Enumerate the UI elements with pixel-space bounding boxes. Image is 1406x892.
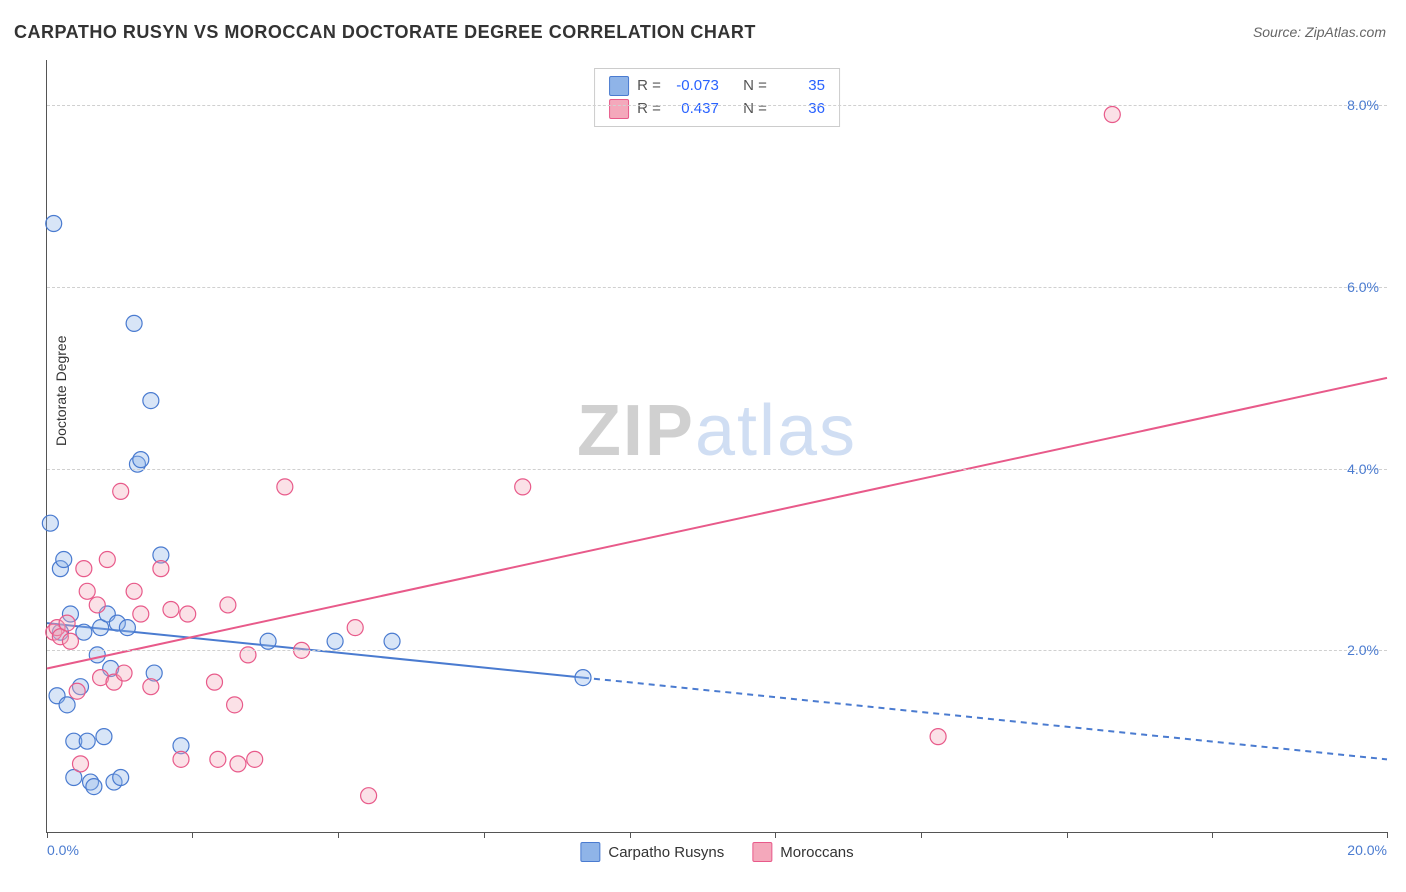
data-point-series-1: [59, 615, 75, 631]
xtick-label: 0.0%: [47, 842, 79, 858]
data-point-series-0: [575, 670, 591, 686]
data-point-series-0: [143, 393, 159, 409]
xtick: [47, 832, 48, 838]
data-point-series-0: [96, 729, 112, 745]
data-point-series-1: [126, 583, 142, 599]
hgrid-line: [47, 287, 1387, 288]
data-point-series-1: [230, 756, 246, 772]
data-point-series-1: [89, 597, 105, 613]
chart-container: CARPATHO RUSYN VS MOROCCAN DOCTORATE DEG…: [0, 0, 1406, 892]
data-point-series-1: [930, 729, 946, 745]
legend-series: Carpatho Rusyns Moroccans: [580, 842, 853, 862]
hgrid-line: [47, 650, 1387, 651]
data-point-series-0: [59, 697, 75, 713]
data-point-series-1: [173, 751, 189, 767]
legend-stats: R = -0.073 N = 35 R = 0.437 N = 36: [594, 68, 840, 127]
legend-stats-row-1: R = 0.437 N = 36: [609, 98, 825, 121]
xtick-label: 20.0%: [1347, 842, 1387, 858]
data-point-series-1: [99, 552, 115, 568]
legend-stats-row-0: R = -0.073 N = 35: [609, 75, 825, 98]
r-label-1: R =: [637, 98, 661, 121]
legend-swatch-0: [580, 842, 600, 862]
r-value-1: 0.437: [669, 98, 719, 121]
data-point-series-1: [347, 620, 363, 636]
xtick: [1387, 832, 1388, 838]
xtick: [192, 832, 193, 838]
ytick-label: 2.0%: [1347, 642, 1379, 658]
data-point-series-1: [240, 647, 256, 663]
data-point-series-1: [1104, 106, 1120, 122]
data-point-series-0: [119, 620, 135, 636]
data-point-series-0: [384, 633, 400, 649]
legend-label-0: Carpatho Rusyns: [608, 844, 724, 861]
data-point-series-1: [79, 583, 95, 599]
data-point-series-0: [86, 779, 102, 795]
data-point-series-1: [227, 697, 243, 713]
xtick: [630, 832, 631, 838]
r-label-0: R =: [637, 75, 661, 98]
data-point-series-0: [89, 647, 105, 663]
data-point-series-1: [220, 597, 236, 613]
legend-item-1: Moroccans: [752, 842, 853, 862]
data-point-series-1: [207, 674, 223, 690]
data-point-series-1: [210, 751, 226, 767]
data-point-series-0: [113, 770, 129, 786]
data-point-series-0: [56, 552, 72, 568]
chart-title: CARPATHO RUSYN VS MOROCCAN DOCTORATE DEG…: [14, 22, 756, 43]
plot-area: Doctorate Degree ZIPatlas R = -0.073 N =…: [46, 60, 1387, 833]
source-label: Source: ZipAtlas.com: [1253, 24, 1386, 40]
data-point-series-1: [69, 683, 85, 699]
data-point-series-1: [143, 679, 159, 695]
data-point-series-1: [153, 561, 169, 577]
xtick: [921, 832, 922, 838]
data-point-series-0: [126, 315, 142, 331]
data-point-series-0: [42, 515, 58, 531]
data-point-series-1: [277, 479, 293, 495]
data-point-series-1: [180, 606, 196, 622]
data-point-series-1: [361, 788, 377, 804]
data-point-series-1: [515, 479, 531, 495]
hgrid-line: [47, 469, 1387, 470]
xtick: [775, 832, 776, 838]
n-label-1: N =: [743, 98, 767, 121]
trend-line-1: [47, 378, 1387, 669]
hgrid-line: [47, 105, 1387, 106]
n-label-0: N =: [743, 75, 767, 98]
data-point-series-1: [133, 606, 149, 622]
trend-line-dashed-0: [583, 678, 1387, 760]
data-point-series-1: [163, 601, 179, 617]
legend-swatch-1: [752, 842, 772, 862]
xtick: [484, 832, 485, 838]
data-point-series-0: [133, 452, 149, 468]
xtick: [1067, 832, 1068, 838]
data-point-series-1: [116, 665, 132, 681]
data-point-series-0: [46, 215, 62, 231]
data-point-series-1: [76, 561, 92, 577]
legend-item-0: Carpatho Rusyns: [580, 842, 724, 862]
data-point-series-0: [260, 633, 276, 649]
data-point-series-0: [79, 733, 95, 749]
data-point-series-1: [62, 633, 78, 649]
n-value-1: 36: [775, 98, 825, 121]
scatter-svg: [47, 60, 1387, 832]
data-point-series-1: [113, 483, 129, 499]
data-point-series-0: [327, 633, 343, 649]
r-value-0: -0.073: [669, 75, 719, 98]
legend-label-1: Moroccans: [780, 844, 853, 861]
swatch-series-0: [609, 76, 629, 96]
data-point-series-1: [73, 756, 89, 772]
ytick-label: 8.0%: [1347, 97, 1379, 113]
swatch-series-1: [609, 99, 629, 119]
data-point-series-1: [247, 751, 263, 767]
xtick: [1212, 832, 1213, 838]
ytick-label: 6.0%: [1347, 279, 1379, 295]
ytick-label: 4.0%: [1347, 461, 1379, 477]
xtick: [338, 832, 339, 838]
n-value-0: 35: [775, 75, 825, 98]
